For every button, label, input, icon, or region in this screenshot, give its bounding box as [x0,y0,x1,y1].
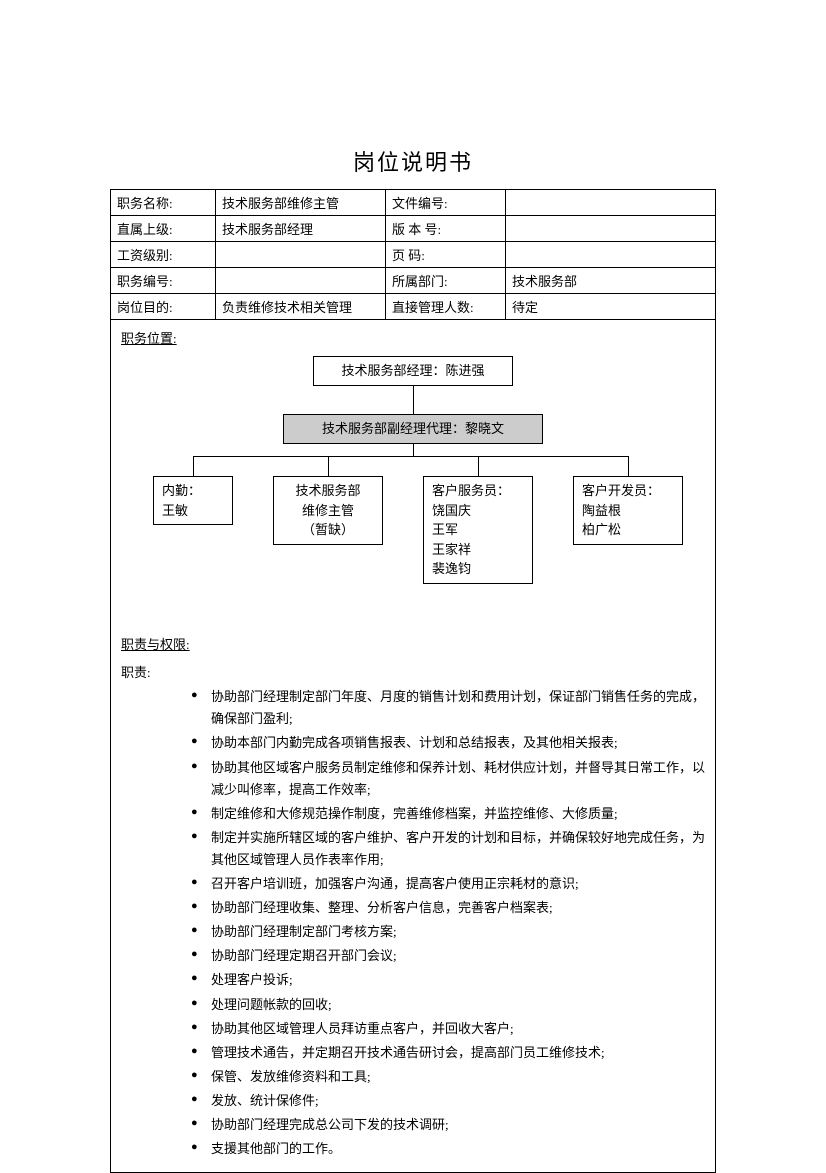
header-row: 职务编号: 所属部门:技术服务部 [111,268,716,294]
org-chart: 技术服务部经理：陈进强技术服务部副经理代理：黎晓文内勤：王敏技术服务部维修主管（… [133,356,693,616]
duty-item: 协助其他区域管理人员拜访重点客户，并回收大客户; [191,1018,705,1040]
header-value [216,242,386,268]
duty-item: 处理客户投诉; [191,969,705,991]
header-row: 直属上级:技术服务部经理版 本 号: [111,216,716,242]
org-connector [193,456,194,476]
duty-item: 召开客户培训班，加强客户沟通，提高客户使用正宗耗材的意识; [191,873,705,895]
duty-item: 支援其他部门的工作。 [191,1138,705,1160]
header-table: 职务名称:技术服务部维修主管文件编号:直属上级:技术服务部经理版 本 号:工资级… [110,189,716,320]
duty-item: 管理技术通告，并定期召开技术通告研讨会，提高部门员工维修技术; [191,1042,705,1064]
header-value: 负责维修技术相关管理 [216,294,386,320]
header-value [506,242,716,268]
header-value: 技术服务部经理 [216,216,386,242]
duty-item: 发放、统计保修件; [191,1090,705,1112]
duty-item: 处理问题帐款的回收; [191,994,705,1016]
header-value [506,216,716,242]
duty-item: 协助部门经理制定部门年度、月度的销售计划和费用计划，保证部门销售任务的完成，确保… [191,686,705,730]
header-value [216,268,386,294]
position-section-label: 职务位置: [121,328,705,350]
duty-item: 制定并实施所辖区域的客户维护、客户开发的计划和目标，并确保较好地完成任务，为其他… [191,827,705,871]
org-node: 客户服务员：饶国庆王军王家祥裴逸钧 [423,476,533,584]
duty-item: 协助部门经理收集、整理、分析客户信息，完善客户档案表; [191,897,705,919]
header-label: 文件编号: [386,190,506,216]
duty-item: 协助其他区域客户服务员制定维修和保养计划、耗材供应计划，并督导其日常工作，以减少… [191,757,705,801]
header-label: 职务编号: [111,268,216,294]
org-connector [413,382,414,414]
duty-item: 协助部门经理定期召开部门会议; [191,945,705,967]
duty-item: 协助部门经理制定部门考核方案; [191,921,705,943]
org-connector [628,456,629,476]
duty-item: 协助本部门内勤完成各项销售报表、计划和总结报表，及其他相关报表; [191,732,705,754]
page-title: 岗位说明书 [110,145,716,177]
main-content-box: 职务位置: 技术服务部经理：陈进强技术服务部副经理代理：黎晓文内勤：王敏技术服务… [110,320,716,1173]
org-node: 技术服务部维修主管（暂缺） [273,476,383,545]
duties-section-label: 职责与权限: [121,634,705,656]
page: 岗位说明书 职务名称:技术服务部维修主管文件编号:直属上级:技术服务部经理版 本… [0,0,826,1169]
header-label: 页 码: [386,242,506,268]
org-connector [478,456,479,476]
header-label: 直接管理人数: [386,294,506,320]
duties-sub-label: 职责: [121,662,705,684]
header-value: 技术服务部 [506,268,716,294]
header-label: 岗位目的: [111,294,216,320]
header-label: 工资级别: [111,242,216,268]
org-node: 内勤：王敏 [153,476,233,525]
header-row: 工资级别: 页 码: [111,242,716,268]
header-value: 待定 [506,294,716,320]
duty-item: 保管、发放维修资料和工具; [191,1066,705,1088]
org-connector [328,456,329,476]
header-row: 职务名称:技术服务部维修主管文件编号: [111,190,716,216]
duties-list: 协助部门经理制定部门年度、月度的销售计划和费用计划，保证部门销售任务的完成，确保… [121,686,705,1160]
header-row: 岗位目的:负责维修技术相关管理直接管理人数:待定 [111,294,716,320]
header-label: 所属部门: [386,268,506,294]
header-value [506,190,716,216]
org-node: 技术服务部经理：陈进强 [313,356,513,386]
header-label: 职务名称: [111,190,216,216]
org-node: 技术服务部副经理代理：黎晓文 [283,414,543,444]
duty-item: 制定维修和大修规范操作制度，完善维修档案，并监控维修、大修质量; [191,803,705,825]
duty-item: 协助部门经理完成总公司下发的技术调研; [191,1114,705,1136]
header-label: 直属上级: [111,216,216,242]
org-node: 客户开发员：陶益根柏广松 [573,476,683,545]
org-connector [193,456,628,457]
header-label: 版 本 号: [386,216,506,242]
header-value: 技术服务部维修主管 [216,190,386,216]
